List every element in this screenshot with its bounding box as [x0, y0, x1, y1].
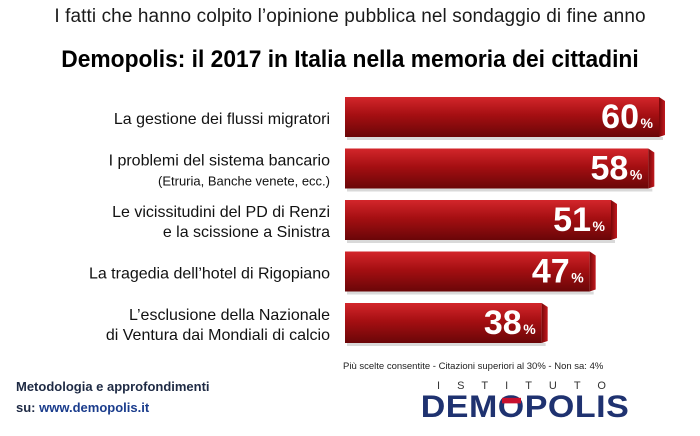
bar-value-label: 60	[601, 98, 639, 136]
logo-istituto: ISTITUTO	[437, 380, 623, 392]
bar-cap-5	[541, 303, 548, 343]
bar-unit-label: %	[630, 167, 643, 183]
bar-value-label: 51	[553, 201, 591, 239]
bar-cap-2	[648, 148, 655, 189]
methodology-note: Metodologia e approfondimenti su: www.de…	[16, 376, 210, 418]
bar-2	[345, 148, 649, 189]
bar-shadow-4	[347, 291, 594, 295]
logo-wordmark: DEMOPOLIS	[420, 389, 630, 425]
bar-unit-label: %	[641, 115, 654, 131]
demopolis-logo: ISTITUTO DEMOPOLIS	[400, 380, 650, 427]
category-label: I problemi del sistema bancario	[109, 153, 331, 170]
bar-cap-4	[589, 251, 596, 292]
bar-shadow-5	[347, 343, 546, 346]
bar-value-label: 38	[484, 304, 522, 342]
category-label-line2: di Ventura dai Mondiali di calcio	[106, 327, 330, 344]
category-label: L’esclusione della Nazionale	[129, 307, 330, 324]
methodology-line: Metodologia e approfondimenti	[16, 379, 210, 394]
demopolis-link[interactable]: www.demopolis.it	[39, 400, 150, 415]
category-label-line2: e la scissione a Sinistra	[163, 224, 330, 241]
bar-unit-label: %	[571, 270, 584, 286]
bar-4	[345, 251, 590, 292]
bar-cap-3	[611, 200, 617, 240]
bar-unit-label: %	[523, 321, 536, 337]
bar-cap-1	[659, 97, 665, 137]
category-label-line2: (Etruria, Banche venete, ecc.)	[158, 174, 330, 189]
bar-1	[345, 97, 659, 137]
chart-subtitle: I fatti che hanno colpito l’opinione pub…	[54, 6, 646, 27]
bar-shadow-2	[347, 188, 653, 192]
category-label: La tragedia dell’hotel di Rigopiano	[89, 266, 330, 283]
methodology-prefix: su:	[16, 400, 40, 415]
chart-footnote: Più scelte consentite - Citazioni superi…	[343, 361, 604, 372]
bar-value-label: 58	[591, 150, 629, 188]
bar-5	[345, 303, 542, 343]
category-label: La gestione dei flussi migratori	[114, 111, 330, 128]
chart-title: Demopolis: il 2017 in Italia nella memor…	[61, 46, 639, 73]
bar-shadow-3	[347, 240, 615, 243]
bar-value-label: 47	[532, 253, 570, 291]
category-label: Le vicissitudini del PD di Renzi	[112, 204, 330, 221]
bar-3	[345, 200, 611, 240]
bar-shadow-1	[347, 137, 663, 140]
bar-unit-label: %	[593, 218, 606, 234]
